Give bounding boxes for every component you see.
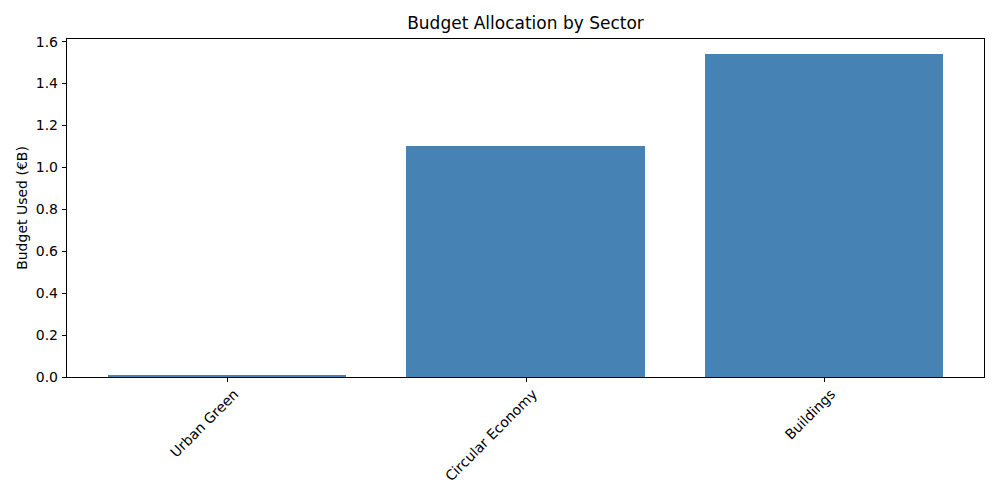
bar xyxy=(108,375,347,377)
x-tick-mark xyxy=(824,378,825,382)
y-tick-mark xyxy=(62,293,66,294)
y-tick-label: 0.6 xyxy=(6,242,58,260)
y-tick-label: 1.6 xyxy=(6,33,58,51)
bar xyxy=(705,54,944,377)
y-tick-label: 1.2 xyxy=(6,116,58,134)
y-tick-mark xyxy=(62,83,66,84)
x-tick-label: Buildings xyxy=(782,386,839,443)
y-tick-label: 1.4 xyxy=(6,74,58,92)
y-tick-label: 0.0 xyxy=(6,368,58,386)
y-tick-mark xyxy=(62,335,66,336)
y-tick-label: 0.4 xyxy=(6,284,58,302)
y-tick-label: 0.8 xyxy=(6,200,58,218)
x-tick-label: Urban Green xyxy=(167,386,241,460)
y-tick-mark xyxy=(62,377,66,378)
chart-title: Budget Allocation by Sector xyxy=(66,13,985,33)
x-tick-mark xyxy=(227,378,228,382)
y-tick-mark xyxy=(62,167,66,168)
x-tick-label: Circular Economy xyxy=(442,386,540,484)
figure: Budget Allocation by Sector Budget Used … xyxy=(0,0,1000,500)
bar xyxy=(406,146,645,377)
x-tick-mark xyxy=(526,378,527,382)
y-tick-label: 0.2 xyxy=(6,326,58,344)
y-tick-mark xyxy=(62,251,66,252)
y-tick-mark xyxy=(62,41,66,42)
y-tick-mark xyxy=(62,209,66,210)
y-tick-label: 1.0 xyxy=(6,158,58,176)
y-tick-mark xyxy=(62,125,66,126)
